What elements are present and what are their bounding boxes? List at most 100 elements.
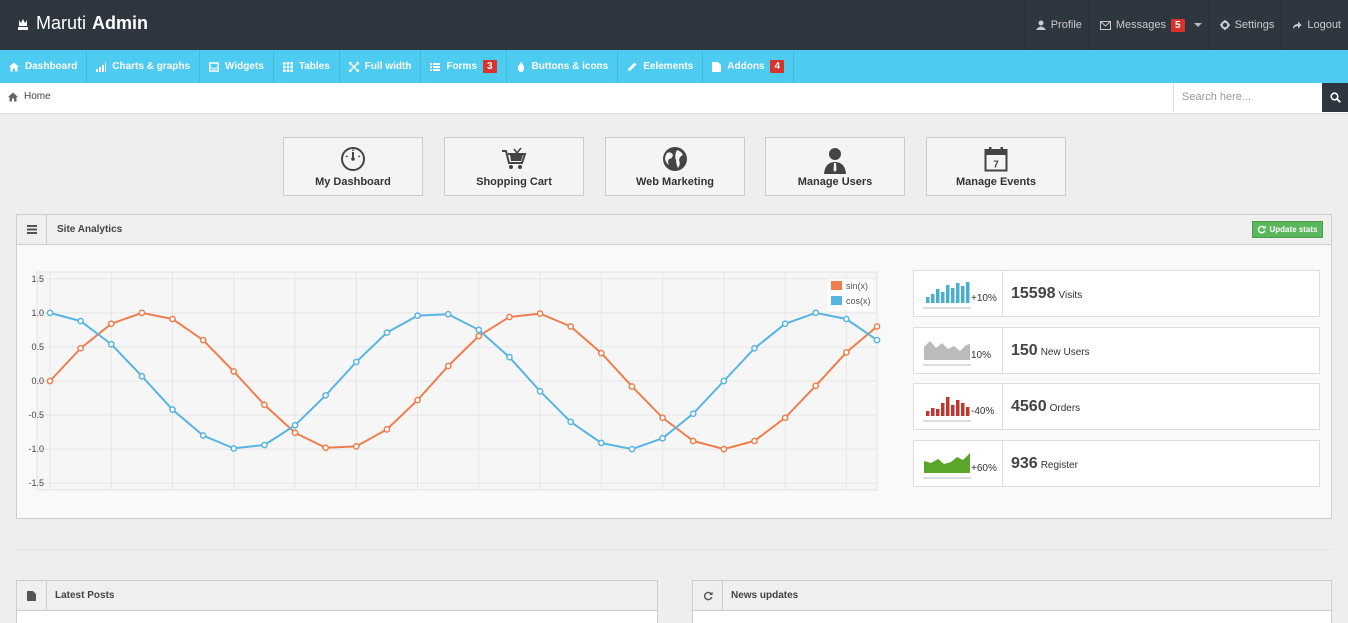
search-icon bbox=[1329, 92, 1341, 103]
stat-visits: +10% 15598 Visits bbox=[913, 270, 1320, 317]
breadcrumb-bar: Home bbox=[0, 83, 1348, 114]
chart-point bbox=[628, 383, 636, 390]
chart-point bbox=[781, 320, 789, 328]
menu-item-buttons-icons[interactable]: Buttons & icons bbox=[507, 50, 619, 83]
chart-point bbox=[536, 387, 544, 395]
chart-point bbox=[689, 437, 697, 445]
menu-label-dashboard: Dashboard bbox=[25, 61, 78, 72]
gear-icon bbox=[1219, 20, 1230, 30]
menu-item-full-width[interactable]: Full width bbox=[340, 50, 422, 83]
chart-point bbox=[506, 313, 513, 321]
quick-action-my-dashboard[interactable]: My Dashboard bbox=[283, 137, 423, 196]
chart-point bbox=[567, 418, 575, 426]
stat-percent: -40% bbox=[971, 406, 995, 417]
panel-title: Latest Posts bbox=[55, 590, 115, 601]
quick-action-shopping-cart[interactable]: Shopping Cart bbox=[444, 137, 584, 196]
list-icon bbox=[430, 62, 441, 71]
widget-toggle[interactable] bbox=[17, 215, 47, 244]
user-nav: Profile Messages 5 Settings Logout bbox=[1024, 0, 1348, 50]
news-updates-panel: News updates bbox=[692, 580, 1332, 623]
panel-header: Latest Posts bbox=[17, 581, 657, 611]
home-icon bbox=[8, 92, 18, 101]
chart-point bbox=[322, 444, 330, 452]
menu-item-widgets[interactable]: Widgets bbox=[200, 50, 274, 83]
update-stats-button[interactable]: Update stats bbox=[1252, 221, 1323, 238]
dashboard-icon bbox=[341, 147, 365, 171]
chart-point bbox=[781, 414, 789, 422]
legend-label-cos: cos(x) bbox=[846, 296, 871, 306]
file-icon bbox=[712, 61, 722, 72]
messages-badge: 5 bbox=[1171, 18, 1185, 32]
update-stats-label: Update stats bbox=[1269, 225, 1318, 234]
chart-point bbox=[46, 377, 54, 385]
legend-swatch-sin bbox=[831, 281, 842, 290]
brand-name-light: Maruti bbox=[36, 13, 87, 33]
search-button[interactable] bbox=[1322, 83, 1348, 112]
chart-point bbox=[659, 434, 666, 442]
stat-value: 15598 bbox=[1011, 285, 1056, 302]
chart-point bbox=[352, 358, 360, 366]
menu-label-buttons-icons: Buttons & icons bbox=[531, 61, 609, 72]
legend-label-sin: sin(x) bbox=[846, 281, 868, 291]
chess-king-icon bbox=[18, 18, 28, 30]
chart-point bbox=[689, 410, 697, 418]
chart-y-tick-label: 1.5 bbox=[31, 274, 44, 284]
menu-label-elements: Eelements bbox=[643, 61, 694, 72]
panel-toggle[interactable] bbox=[693, 581, 723, 610]
chart-point bbox=[720, 445, 728, 453]
bar-sparkline bbox=[926, 397, 970, 416]
forms-badge: 3 bbox=[483, 60, 497, 73]
menu-item-charts[interactable]: Charts & graphs bbox=[87, 50, 201, 83]
chart-point bbox=[444, 310, 452, 318]
chart-point bbox=[261, 401, 268, 409]
logout-label: Logout bbox=[1307, 19, 1341, 31]
stat-percent: +60% bbox=[971, 463, 997, 474]
chart-point bbox=[567, 323, 575, 330]
profile-label: Profile bbox=[1050, 19, 1082, 31]
chart-point bbox=[107, 340, 115, 348]
quick-action-manage-events[interactable]: 7 Manage Events bbox=[926, 137, 1066, 196]
settings-link[interactable]: Settings bbox=[1208, 0, 1282, 50]
quick-action-web-marketing[interactable]: Web Marketing bbox=[605, 137, 745, 196]
chart-point bbox=[475, 326, 483, 334]
brand-logo[interactable]: Maruti Admin bbox=[16, 13, 148, 34]
chart-point bbox=[383, 329, 391, 336]
stat-value: 4560 bbox=[1011, 398, 1047, 415]
chart-point bbox=[843, 349, 850, 356]
stat-register: +60% 936 Register bbox=[913, 440, 1320, 487]
menu-label-widgets: Widgets bbox=[225, 61, 264, 72]
menu-label-full-width: Full width bbox=[364, 61, 412, 72]
panel-header: News updates bbox=[693, 581, 1331, 611]
breadcrumb: Home bbox=[8, 91, 51, 102]
panel-toggle[interactable] bbox=[17, 581, 47, 610]
inbox-icon bbox=[209, 61, 219, 72]
menu-item-dashboard[interactable]: Dashboard bbox=[0, 50, 88, 83]
profile-link[interactable]: Profile bbox=[1024, 0, 1089, 50]
menu-item-forms[interactable]: Forms 3 bbox=[421, 50, 507, 83]
menu-label-addons: Addons bbox=[727, 61, 765, 72]
messages-dropdown[interactable]: Messages 5 bbox=[1088, 0, 1209, 50]
breadcrumb-home[interactable]: Home bbox=[24, 91, 51, 102]
globe-icon bbox=[663, 147, 687, 171]
chart-point bbox=[230, 445, 238, 452]
menu-item-addons[interactable]: Addons 4 bbox=[703, 50, 795, 83]
envelope-icon bbox=[1099, 20, 1111, 30]
quick-action-manage-users[interactable]: Manage Users bbox=[765, 137, 905, 196]
chart-point bbox=[291, 421, 299, 429]
chart-point bbox=[138, 309, 146, 317]
quick-action-label: Shopping Cart bbox=[476, 176, 552, 188]
stat-name: Orders bbox=[1049, 403, 1081, 414]
menu-label-charts: Charts & graphs bbox=[112, 61, 191, 72]
logout-link[interactable]: Logout bbox=[1281, 0, 1348, 50]
stat-new-users-left: 10% bbox=[914, 328, 1003, 373]
th-icon bbox=[282, 61, 293, 72]
stat-new-users: 10% 150 New Users bbox=[913, 327, 1320, 374]
bar-sparkline bbox=[926, 282, 970, 303]
chart-point bbox=[873, 323, 881, 330]
menu-item-tables[interactable]: Tables bbox=[274, 50, 340, 83]
menu-item-elements[interactable]: Eelements bbox=[618, 50, 704, 83]
chart-point bbox=[77, 317, 84, 325]
chart-point bbox=[597, 439, 605, 447]
search-input[interactable] bbox=[1174, 83, 1317, 110]
refresh-icon bbox=[1258, 225, 1267, 234]
